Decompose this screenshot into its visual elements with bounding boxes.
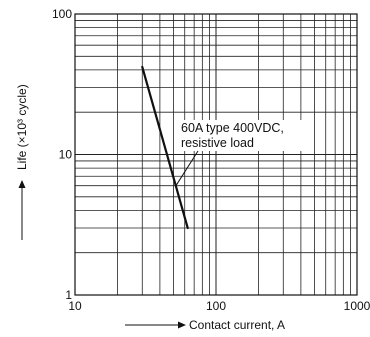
x-tick-label: 100: [206, 299, 226, 313]
annotation-backing: [179, 120, 305, 151]
x-axis-arrow-head: [178, 321, 186, 329]
annotation-leader-line: [175, 150, 199, 186]
y-tick-label: 10: [59, 148, 73, 162]
y-axis-label: Life (×10³ cycle): [15, 84, 29, 170]
grid: [75, 14, 357, 295]
y-tick-label: 1: [65, 288, 72, 302]
annotation-text-line: resistive load: [181, 136, 254, 150]
x-axis-label-group: Contact current, A: [125, 318, 285, 332]
x-tick-label: 1000: [344, 299, 370, 313]
y-tick-label: 100: [52, 7, 72, 21]
series-line: [141, 65, 189, 230]
y-axis-arrow-head: [18, 180, 26, 188]
y-tick-labels: 1 10 100: [52, 7, 72, 302]
y-axis-label-group: Life (×10³ cycle): [15, 84, 29, 240]
annotation: 60A type 400VDC,resistive load: [175, 120, 305, 186]
x-axis-label: Contact current, A: [189, 318, 285, 332]
series-group: [141, 65, 189, 230]
x-tick-label: 10: [68, 299, 82, 313]
annotation-text-line: 60A type 400VDC,: [181, 121, 284, 135]
x-tick-labels: 10 100 1000: [68, 299, 370, 313]
plot-frame: [74, 13, 358, 296]
